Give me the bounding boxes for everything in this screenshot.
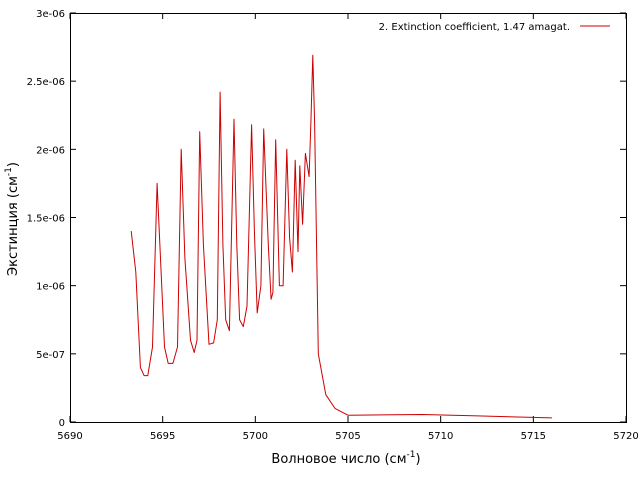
series-layer [130,54,552,419]
x-tick-label: 5690 [57,431,82,442]
x-tick-label: 5710 [428,431,453,442]
legend: 2. Extinction coefficient, 1.47 amagat. [379,22,610,33]
y-tick-label: 1e-06 [36,282,65,293]
x-axis-title: Волновое число (см-1) [271,450,420,467]
y-tick-label: 2e-06 [36,145,65,156]
y-tick-label: 1.5e-06 [27,214,65,225]
x-axis: 5690 5695 5700 5705 5710 5715 5720 [57,13,639,442]
x-tick-label: 5715 [521,431,546,442]
y-axis: 0 5e-07 1e-06 1.5e-06 2e-06 2.5e-06 3e-06 [27,9,626,429]
y-tick-label: 0 [59,418,65,429]
y-axis-title: Экстинция (см-1) [4,162,21,276]
series-line [130,54,552,419]
plot-area-frame [70,13,627,423]
x-tick-label: 5695 [150,431,175,442]
y-tick-label: 2.5e-06 [27,77,65,88]
legend-label: 2. Extinction coefficient, 1.47 amagat. [379,22,570,33]
y-tick-label: 5e-07 [36,350,65,361]
x-tick-label: 5720 [613,431,638,442]
x-tick-label: 5700 [243,431,268,442]
y-tick-label: 3e-06 [36,9,65,20]
x-tick-label: 5705 [335,431,360,442]
